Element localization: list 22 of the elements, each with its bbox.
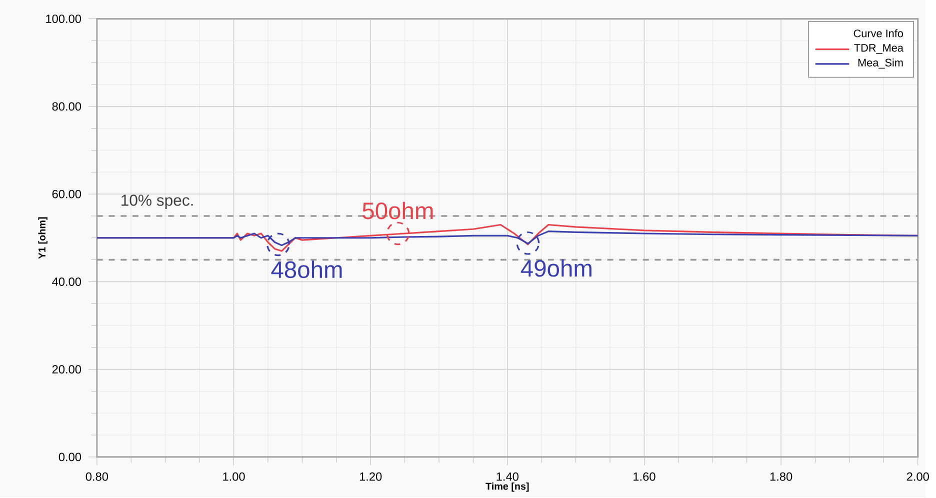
annotation: 49ohm	[520, 259, 592, 277]
x-axis-title: Time [ns]	[486, 482, 529, 492]
y-tick-label: 80.00	[52, 102, 82, 110]
x-tick-label: 1.40	[496, 472, 518, 481]
y-tick-label: 60.00	[52, 190, 82, 198]
x-tick-label: 2.00	[906, 472, 929, 481]
y-axis-title: Y1 [ohm]	[38, 217, 48, 259]
legend-label: Mea_Sim	[858, 58, 903, 68]
x-tick-label: 1.60	[634, 472, 656, 481]
y-tick-label: 0.00	[58, 452, 82, 462]
x-tick-label: 1.20	[360, 472, 382, 481]
x-tick-label: 1.00	[223, 472, 245, 481]
x-tick-label: 1.80	[770, 472, 792, 481]
annotation: 50ohm	[362, 202, 433, 220]
legend-label: TDR_Mea	[854, 44, 904, 54]
annotation: 48ohm	[271, 260, 342, 278]
x-tick-label: 0.80	[86, 472, 108, 481]
y-tick-label: 100.00	[46, 14, 82, 23]
y-tick-label: 40.00	[52, 277, 82, 286]
legend-title: Curve Info	[854, 29, 903, 38]
ref-line-label: 10% spec.	[122, 194, 193, 209]
y-tick-label: 20.00	[52, 364, 82, 374]
